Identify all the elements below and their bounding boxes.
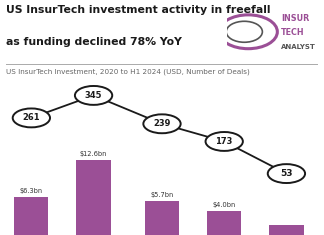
Text: 239: 239 [153,119,171,128]
Text: US InsurTech investment activity in freefall: US InsurTech investment activity in free… [6,5,271,15]
Text: as funding declined 78% YoY: as funding declined 78% YoY [6,37,182,47]
Circle shape [143,114,181,133]
Circle shape [205,132,243,151]
Text: 261: 261 [23,114,40,122]
Text: $4.0bn: $4.0bn [213,202,236,208]
Text: 345: 345 [85,91,102,100]
Text: TECH: TECH [281,28,305,37]
Text: 173: 173 [215,137,233,146]
Bar [145,201,179,235]
Bar [14,197,49,235]
Text: $6.3bn: $6.3bn [20,188,43,194]
Text: 53: 53 [280,169,293,178]
Circle shape [13,109,50,127]
Circle shape [75,86,112,105]
Bar [269,225,304,235]
Text: $5.7bn: $5.7bn [150,192,174,198]
Bar [76,160,111,235]
Text: $12.6bn: $12.6bn [80,151,107,157]
Circle shape [268,164,305,183]
Bar [207,211,241,235]
Text: ANALYST: ANALYST [281,44,316,50]
Text: US InsurTech Investment, 2020 to H1 2024 (USD, Number of Deals): US InsurTech Investment, 2020 to H1 2024… [6,68,250,75]
Text: INSUR: INSUR [281,14,309,23]
